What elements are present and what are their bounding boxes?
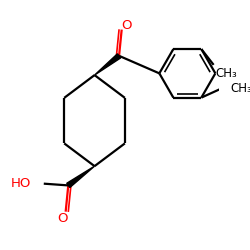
Text: CH₃: CH₃ — [215, 67, 237, 80]
Text: HO: HO — [11, 177, 32, 190]
Polygon shape — [94, 54, 121, 75]
Polygon shape — [67, 166, 94, 188]
Text: O: O — [122, 19, 132, 32]
Text: O: O — [57, 212, 68, 225]
Text: CH₃: CH₃ — [230, 82, 250, 95]
